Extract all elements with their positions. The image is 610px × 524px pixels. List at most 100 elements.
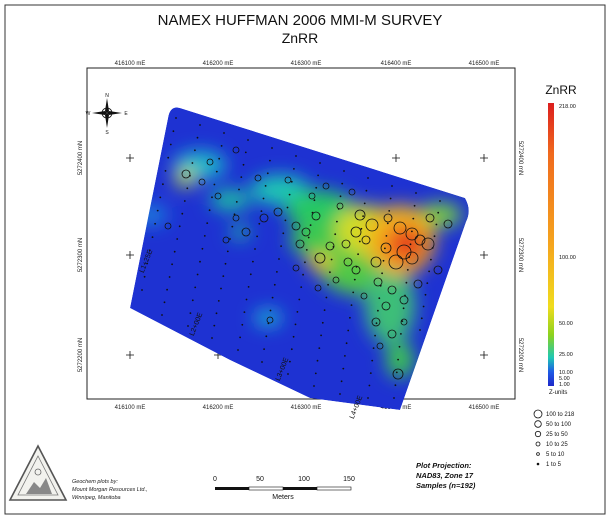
sample-dot xyxy=(286,206,289,209)
credit-text: Geochem plots by: Mount Morgan Resources… xyxy=(72,479,148,501)
sample-circle xyxy=(371,317,381,327)
symbol-size-legend: 100 to 218 50 to 100 25 to 50 10 to 25 5 to … xyxy=(533,409,575,468)
sample-dot xyxy=(319,162,321,164)
north-label: N xyxy=(105,93,109,99)
sample-dot xyxy=(339,393,341,395)
sample-dot xyxy=(265,335,268,338)
credit-line: Winnipeg, Manitoba xyxy=(72,495,121,501)
easting-labels-bottom: 416100 mE 416200 mE 416300 mE 416400 mE … xyxy=(115,405,500,411)
sample-dot xyxy=(377,309,379,312)
sample-dot xyxy=(290,180,293,183)
sample-dot xyxy=(289,360,291,363)
sample-dot xyxy=(201,247,204,250)
sample-dot xyxy=(238,188,240,191)
sample-circle xyxy=(325,241,335,251)
colorbar-title: ZnRR xyxy=(545,83,577,97)
sample-dot xyxy=(213,324,216,327)
sample-circle xyxy=(311,211,321,221)
sample-dot xyxy=(256,235,258,238)
sample-dot xyxy=(162,183,164,186)
sample-circle xyxy=(314,252,326,264)
sample-dot xyxy=(330,258,333,261)
sample-circle xyxy=(443,219,453,229)
sample-dot xyxy=(313,385,315,387)
sample-dot xyxy=(166,288,169,291)
scale-bar-segment xyxy=(316,486,352,491)
sample-circle xyxy=(206,158,214,166)
sample-dot xyxy=(349,316,351,319)
sample-dot xyxy=(428,270,430,273)
sample-dot xyxy=(298,298,301,301)
projection-line: Plot Projection: xyxy=(416,461,472,470)
sample-dot xyxy=(439,200,441,202)
sample-dot xyxy=(187,325,189,327)
sample-dot xyxy=(287,373,289,375)
grid-cross xyxy=(480,251,488,259)
sample-dot xyxy=(271,296,274,299)
sample-circle xyxy=(232,214,240,222)
sample-dot xyxy=(235,201,238,203)
sample-dot xyxy=(243,311,246,313)
northing-label: 5272400 mN xyxy=(78,141,84,175)
sample-dot xyxy=(353,278,356,281)
northing-labels-right: 5272400 mN 5272300 mN 5272200 mN xyxy=(517,141,523,372)
scale-bar-segment xyxy=(283,487,317,490)
sample-dot xyxy=(391,185,393,187)
easting-label: 416500 mE xyxy=(469,61,500,67)
sample-circle xyxy=(292,264,300,272)
sample-circle xyxy=(301,227,311,237)
sample-dot xyxy=(278,258,280,260)
sample-circle xyxy=(214,192,222,200)
sample-dot xyxy=(321,321,324,324)
size-legend-label: 5 to 10 xyxy=(546,452,565,458)
sample-dot xyxy=(264,185,267,187)
sample-circle xyxy=(322,182,330,190)
sample-dot xyxy=(220,287,222,290)
sample-dot xyxy=(365,189,368,192)
sample-circle xyxy=(380,242,392,254)
company-logo-icon xyxy=(8,444,68,501)
sample-dot xyxy=(368,384,371,387)
sample-circle xyxy=(361,235,371,245)
sample-circle xyxy=(266,316,274,324)
sample-dot xyxy=(363,202,366,205)
sample-dot xyxy=(245,298,248,301)
grid-cross xyxy=(392,154,400,162)
grid-cross xyxy=(480,351,488,359)
sample-circle xyxy=(273,207,283,217)
size-legend-label: 10 to 25 xyxy=(546,442,568,448)
sample-circle xyxy=(341,239,351,249)
sample-dot xyxy=(437,211,440,214)
sample-circle xyxy=(387,329,397,339)
sample-dot xyxy=(176,238,179,240)
sample-dot xyxy=(401,320,404,322)
sample-circle xyxy=(351,265,361,275)
sample-dot xyxy=(229,238,231,240)
sample-dot xyxy=(252,260,254,263)
sample-dot xyxy=(247,286,250,288)
sample-dot xyxy=(213,183,216,186)
sample-dot xyxy=(360,227,363,230)
sample-dot xyxy=(211,196,213,199)
sample-dot xyxy=(288,193,291,196)
sample-circle xyxy=(421,237,435,251)
sample-circle xyxy=(254,174,262,182)
sample-dot xyxy=(294,323,297,326)
grid-cross xyxy=(126,154,134,162)
sample-circle xyxy=(284,176,292,184)
sample-dot xyxy=(191,299,194,302)
scale-tick: 150 xyxy=(343,476,355,483)
sample-dot xyxy=(194,149,196,152)
sample-dot xyxy=(249,273,252,276)
sample-dot xyxy=(369,372,372,374)
sample-dot xyxy=(395,371,398,374)
sample-dot xyxy=(295,155,297,157)
map-subtitle: ZnRR xyxy=(282,30,319,46)
sample-dot xyxy=(199,260,201,263)
scale-tick: 0 xyxy=(213,476,217,483)
sample-dot xyxy=(309,224,312,227)
sample-dot xyxy=(409,243,412,246)
sample-dot xyxy=(358,240,361,243)
